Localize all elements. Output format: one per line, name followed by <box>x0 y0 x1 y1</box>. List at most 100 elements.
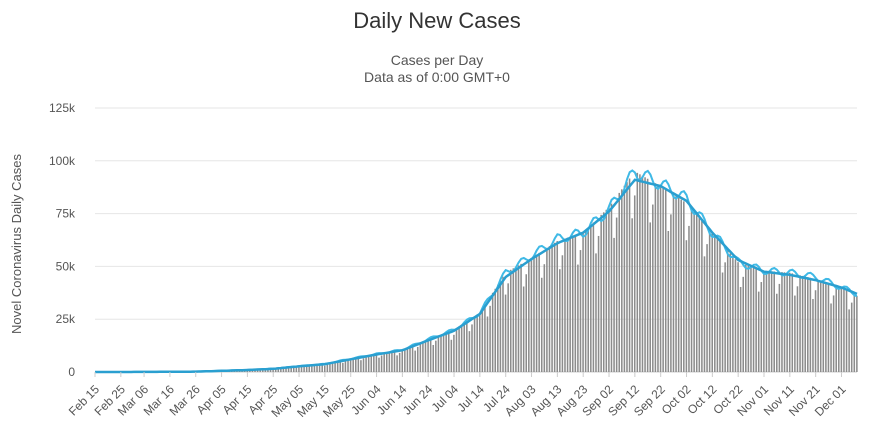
bar <box>318 364 321 372</box>
x-tick-label: Jul 04 <box>429 382 462 415</box>
bar <box>481 308 484 372</box>
bar <box>631 218 633 372</box>
bar <box>499 280 502 372</box>
bar <box>726 250 729 372</box>
bar <box>556 241 559 372</box>
bar <box>747 265 750 372</box>
bar <box>396 355 398 372</box>
subtitle-line-2: Data as of 0:00 GMT+0 <box>364 69 510 85</box>
bar <box>512 268 515 372</box>
bar <box>711 232 713 372</box>
bar <box>721 272 724 372</box>
bar <box>652 204 654 372</box>
bar <box>765 270 768 372</box>
bar <box>729 253 732 372</box>
bar <box>290 367 292 372</box>
bar <box>662 187 664 372</box>
y-tick-label: 50k <box>56 259 76 273</box>
bar <box>752 267 755 372</box>
bar <box>571 235 574 372</box>
bar <box>450 339 453 372</box>
bar <box>370 354 373 372</box>
y-axis-ticks: 0 25k 50k 75k 100k 125k <box>49 101 76 379</box>
bar <box>329 362 331 372</box>
bar <box>453 334 455 372</box>
bar <box>590 225 592 372</box>
bar <box>489 305 491 372</box>
bar <box>287 368 290 372</box>
bar <box>497 284 499 372</box>
bar <box>827 283 830 372</box>
bar <box>618 192 621 372</box>
bar <box>776 293 778 372</box>
bar <box>517 265 520 372</box>
bar <box>543 264 546 372</box>
bar <box>613 237 615 372</box>
y-tick-label: 75k <box>56 207 76 221</box>
bar <box>706 244 708 372</box>
bar <box>807 277 809 372</box>
bar <box>564 238 566 372</box>
bar <box>416 346 419 372</box>
bar <box>393 351 396 372</box>
y-tick-label: 0 <box>68 365 75 379</box>
bar <box>569 236 571 372</box>
bar <box>582 232 584 372</box>
bar <box>385 352 388 372</box>
chart-subtitle: Cases per Day Data as of 0:00 GMT+0 <box>0 52 874 86</box>
bar <box>404 348 406 372</box>
bar <box>323 365 326 372</box>
bar <box>347 359 349 372</box>
bar <box>378 357 380 372</box>
bar <box>592 222 595 372</box>
bar <box>819 280 822 372</box>
bar <box>342 362 344 372</box>
bar <box>548 246 551 372</box>
bar <box>261 369 264 372</box>
bar <box>331 362 334 372</box>
bar <box>509 269 512 372</box>
bar <box>538 252 540 372</box>
bars-layer <box>96 172 858 372</box>
bar <box>429 338 432 372</box>
bar <box>373 354 375 372</box>
bar <box>466 321 468 372</box>
bar <box>610 203 613 372</box>
bar <box>683 201 685 372</box>
bar <box>468 331 471 372</box>
bar <box>559 269 561 372</box>
bar <box>432 344 435 372</box>
subtitle-line-1: Cases per Day <box>390 52 484 68</box>
bar <box>801 275 804 372</box>
bar <box>561 255 564 372</box>
bar <box>326 364 329 372</box>
bar <box>360 360 362 372</box>
bar <box>848 309 850 372</box>
bar <box>272 369 274 372</box>
bar <box>822 281 825 372</box>
bar <box>478 312 481 372</box>
bar <box>577 264 579 372</box>
bar <box>768 271 770 372</box>
bar <box>298 366 300 372</box>
lines-layer <box>95 169 858 374</box>
bar <box>540 277 543 372</box>
bar <box>308 366 311 372</box>
bar <box>437 335 440 372</box>
bar <box>551 244 553 372</box>
bar <box>528 259 530 372</box>
bar <box>422 341 424 372</box>
bar <box>755 268 757 372</box>
bar <box>380 355 383 372</box>
bar <box>835 285 837 372</box>
bar <box>757 291 760 372</box>
bar <box>698 217 701 372</box>
bar <box>471 324 473 372</box>
bar <box>843 288 845 372</box>
bar <box>303 365 305 372</box>
bar <box>760 282 763 372</box>
bar <box>732 256 734 372</box>
bar <box>664 189 667 372</box>
bar <box>587 227 590 372</box>
